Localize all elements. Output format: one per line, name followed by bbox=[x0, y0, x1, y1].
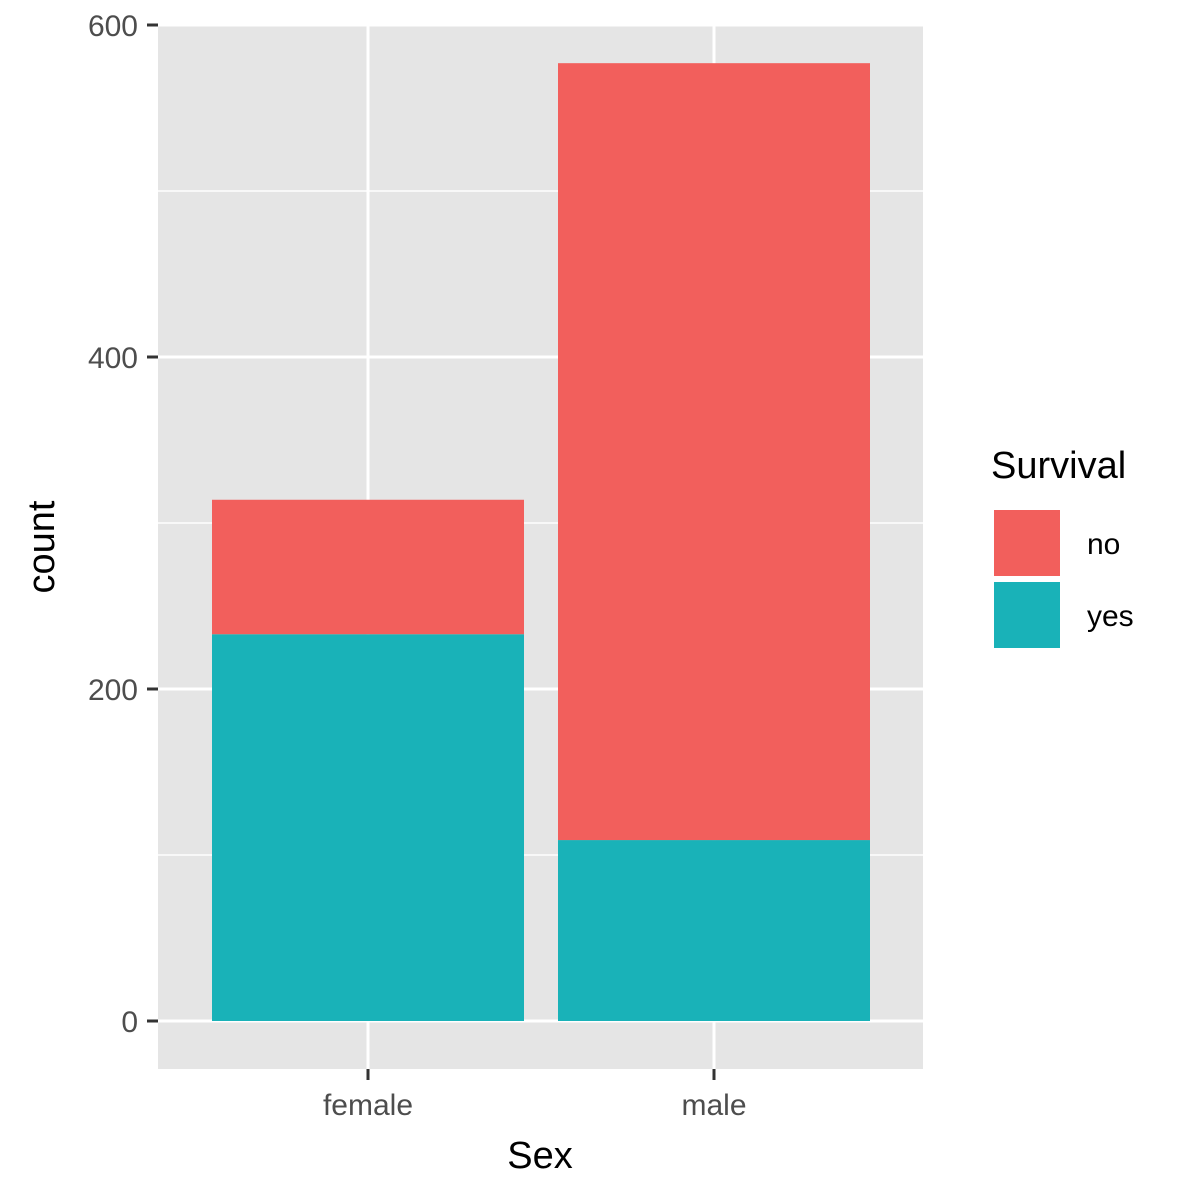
legend-label-no: no bbox=[1087, 528, 1120, 561]
x-axis: female male bbox=[323, 1069, 747, 1122]
y-tick-label: 200 bbox=[88, 674, 138, 707]
x-tick-label: male bbox=[681, 1089, 746, 1122]
x-tick-label: female bbox=[323, 1089, 413, 1122]
bar-male-yes bbox=[558, 840, 870, 1021]
legend-label-yes: yes bbox=[1087, 600, 1134, 633]
legend-title: Survival bbox=[991, 445, 1126, 487]
legend-key-no bbox=[992, 508, 1062, 578]
legend: Survival no yes bbox=[991, 445, 1134, 650]
y-tick-label: 0 bbox=[121, 1006, 138, 1039]
bars bbox=[212, 63, 870, 1021]
bar-female-no bbox=[212, 499, 524, 635]
x-axis-title: Sex bbox=[507, 1135, 572, 1177]
bar-male-no bbox=[558, 63, 870, 841]
y-axis: 0 200 400 600 bbox=[88, 10, 158, 1039]
y-tick-label: 600 bbox=[88, 10, 138, 43]
y-tick-label: 400 bbox=[88, 342, 138, 375]
bar-female-yes bbox=[212, 634, 524, 1021]
legend-key-yes bbox=[992, 580, 1062, 650]
y-axis-title: count bbox=[21, 500, 63, 593]
